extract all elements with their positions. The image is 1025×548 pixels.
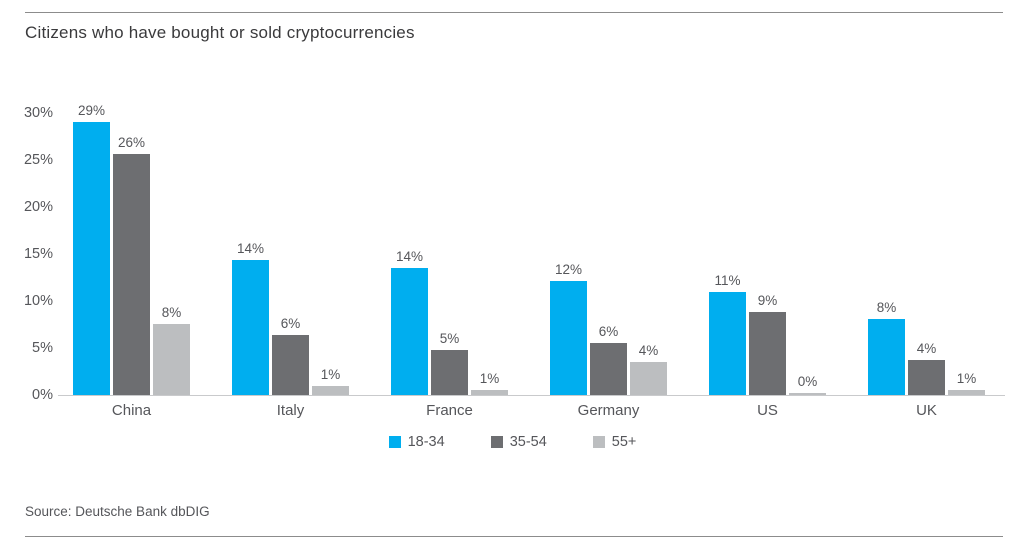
bar-slot: 14% [391, 249, 428, 395]
value-label: 11% [714, 273, 741, 288]
bar-groups: 29% 26% 8% China 14% 6% 1% Italy 14% 5% 1% France 12… [73, 103, 985, 419]
category-label: US [757, 402, 778, 419]
legend-swatch-icon [388, 436, 401, 448]
bar-18-34 [550, 281, 587, 395]
legend-swatch-icon [592, 436, 605, 448]
bar-slot: 5% [431, 331, 468, 395]
legend-item: 35-54 [490, 434, 547, 450]
source-note: Source: Deutsche Bank dbDIG [25, 504, 210, 519]
bar-slot: 9% [749, 293, 786, 395]
bar-55+ [471, 390, 508, 395]
value-label: 0% [797, 374, 818, 389]
bar-55+ [630, 362, 667, 395]
value-label: 4% [638, 343, 659, 358]
bar-slot: 1% [948, 371, 985, 395]
bar-slot: 11% [709, 273, 746, 395]
value-label: 6% [280, 316, 301, 331]
category-label: Italy [276, 402, 305, 419]
bar-slot: 1% [312, 367, 349, 395]
bottom-divider [25, 536, 1003, 537]
y-tick-label: 15% [23, 246, 53, 262]
value-label: 14% [395, 249, 424, 264]
bar-55+ [948, 390, 985, 395]
category-label: UK [916, 402, 937, 419]
category-label: Germany [577, 402, 640, 419]
bar-18-34 [73, 122, 110, 395]
bar-group: 14% 6% 1% Italy [232, 113, 349, 419]
y-tick-label: 5% [32, 340, 53, 356]
bar-slot: 29% [73, 103, 110, 395]
bar-group: 14% 5% 1% France [391, 113, 508, 419]
bar-slot: 12% [550, 262, 587, 395]
y-tick-label: 25% [23, 152, 53, 168]
value-label: 4% [916, 341, 937, 356]
value-label: 8% [161, 305, 182, 320]
bar-slot: 6% [590, 324, 627, 395]
value-label: 1% [320, 367, 341, 382]
bar-55+ [789, 393, 826, 395]
bar-slot: 8% [868, 300, 905, 395]
value-label: 6% [598, 324, 619, 339]
bar-35-54 [272, 335, 309, 395]
value-label: 9% [757, 293, 778, 308]
bar-18-34 [709, 292, 746, 395]
bar-35-54 [431, 350, 468, 395]
bar-chart: 0% 5% 10% 15% 20% 25% 30% 29% 26% 8% China 14% 6% 1%… [0, 103, 1025, 419]
bar-18-34 [868, 319, 905, 395]
y-tick-label: 10% [23, 293, 53, 309]
value-label: 14% [236, 241, 265, 256]
legend-swatch-icon [490, 436, 503, 448]
bar-group: 12% 6% 4% Germany [550, 113, 667, 419]
bar-group: 8% 4% 1% UK [868, 113, 985, 419]
bar-18-34 [232, 260, 269, 395]
bar-slot: 4% [908, 341, 945, 395]
bar-slot: 4% [630, 343, 667, 395]
chart-title: Citizens who have bought or sold cryptoc… [25, 23, 415, 42]
bar-slot: 14% [232, 241, 269, 395]
bar-35-54 [749, 312, 786, 395]
y-tick-label: 20% [23, 199, 53, 215]
bar-slot: 0% [789, 374, 826, 395]
category-label: France [426, 402, 473, 419]
value-label: 29% [77, 103, 106, 118]
value-label: 12% [554, 262, 583, 277]
bar-55+ [153, 324, 190, 395]
value-label: 5% [439, 331, 460, 346]
bar-slot: 6% [272, 316, 309, 395]
value-label: 1% [479, 371, 500, 386]
legend-item: 18-34 [388, 434, 445, 450]
bar-group: 11% 9% 0% US [709, 113, 826, 419]
category-label: China [111, 402, 152, 419]
value-label: 26% [117, 135, 146, 150]
value-label: 1% [956, 371, 977, 386]
bar-18-34 [391, 268, 428, 395]
bar-slot: 26% [113, 135, 150, 395]
bar-35-54 [908, 360, 945, 395]
bar-group: 29% 26% 8% China [73, 103, 190, 419]
top-divider [25, 12, 1003, 13]
y-axis: 0% 5% 10% 15% 20% 25% 30% [0, 105, 53, 403]
bar-slot: 1% [471, 371, 508, 395]
legend-label: 35-54 [509, 434, 547, 450]
plot-area: 29% 26% 8% China 14% 6% 1% Italy 14% 5% 1% France 12… [58, 103, 1005, 419]
bar-55+ [312, 386, 349, 395]
bar-35-54 [113, 154, 150, 395]
y-tick-label: 30% [23, 105, 53, 121]
legend-label: 18-34 [407, 434, 445, 450]
bar-35-54 [590, 343, 627, 395]
legend-label: 55+ [611, 434, 637, 450]
y-tick-label: 0% [32, 387, 53, 403]
legend: 18-34 35-54 55+ [0, 434, 1025, 450]
value-label: 8% [876, 300, 897, 315]
bar-slot: 8% [153, 305, 190, 395]
legend-item: 55+ [592, 434, 637, 450]
